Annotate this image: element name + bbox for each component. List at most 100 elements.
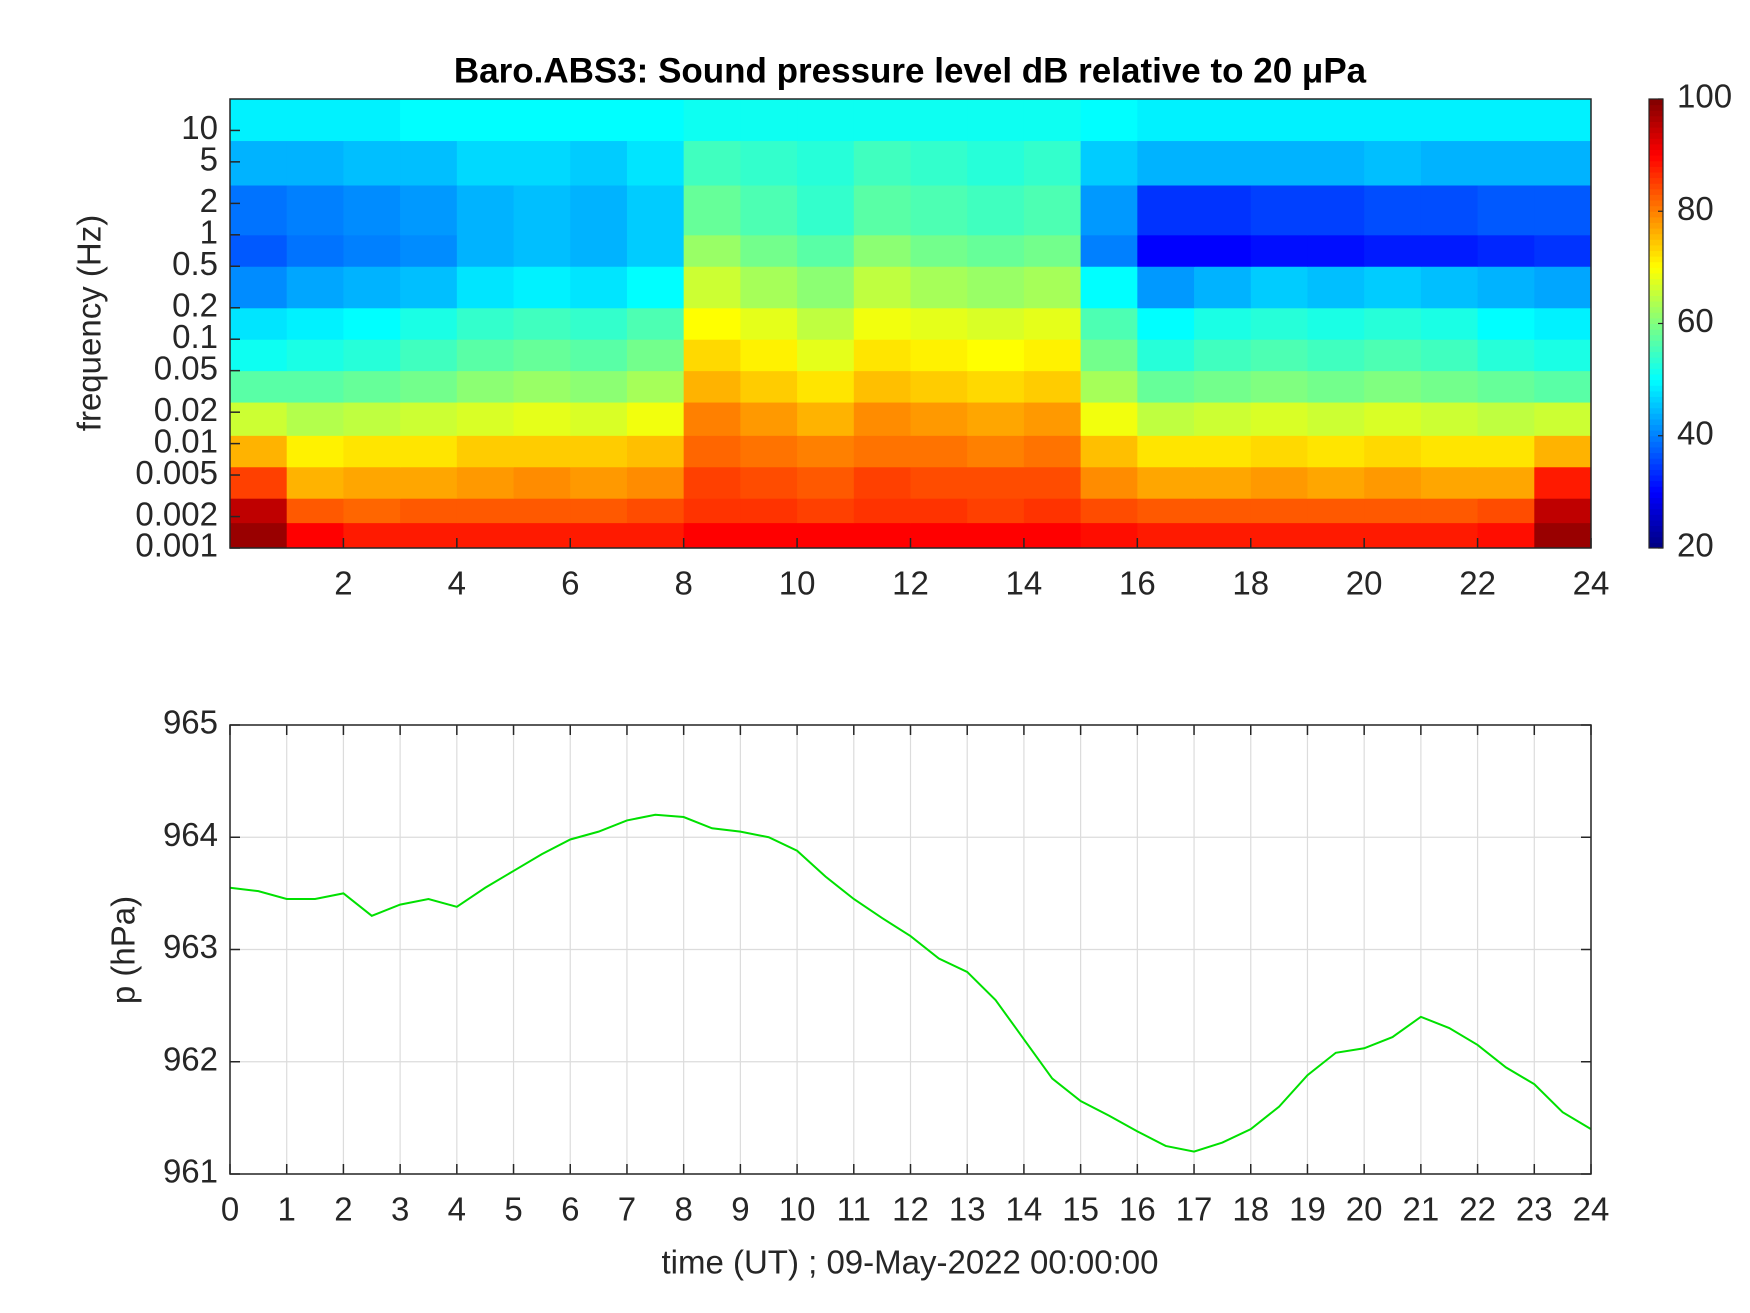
colorbar-segment (1649, 127, 1663, 134)
heat-cell (683, 522, 741, 549)
heat-cell (1137, 498, 1195, 524)
heat-cell (910, 522, 968, 549)
heat-cell (1080, 522, 1138, 549)
x-tick-label: 7 (618, 1191, 636, 1228)
heat-cell (1080, 234, 1138, 267)
heat-cell (570, 339, 628, 372)
heat-cell (1023, 522, 1082, 549)
colorbar-segment (1649, 480, 1663, 487)
heat-cell (1250, 140, 1308, 186)
heat-cell (1250, 498, 1308, 524)
heat-cell (343, 435, 401, 468)
y-tick-label: 0.005 (135, 454, 218, 491)
heat-cell (400, 402, 458, 436)
heat-cell (456, 266, 515, 309)
heat-cell (683, 402, 741, 436)
colorbar-segment (1649, 368, 1663, 375)
x-tick-label: 10 (779, 565, 816, 602)
heat-cell (513, 402, 571, 436)
heat-cell (1364, 140, 1422, 186)
heat-cell (967, 498, 1025, 524)
colorbar-segment (1649, 385, 1663, 392)
heat-cell (1023, 234, 1082, 267)
heat-cell (626, 234, 685, 267)
heat-cell (1137, 307, 1195, 340)
colorbar-segment (1649, 402, 1663, 409)
heat-cell (683, 266, 741, 309)
heat-cell (286, 99, 344, 142)
heat-cell (626, 402, 685, 436)
heat-cell (683, 435, 741, 468)
colorbar-segment (1649, 351, 1663, 358)
colorbar-segment (1649, 396, 1663, 403)
heat-cell (1477, 339, 1535, 372)
colorbar-segment (1649, 536, 1663, 543)
heat-cell (740, 234, 798, 267)
heat-cell (853, 185, 911, 236)
heat-cell (1250, 99, 1308, 142)
heat-cell (626, 266, 685, 309)
heat-cell (1080, 402, 1138, 436)
heat-cell (400, 140, 458, 186)
heat-cell (797, 99, 855, 142)
heat-cell (1307, 522, 1365, 549)
heat-cell (1137, 370, 1195, 403)
heat-cell (1194, 522, 1252, 549)
heat-cell (967, 140, 1025, 186)
heat-cell (1080, 266, 1138, 309)
heat-cell (343, 522, 401, 549)
heat-cell (626, 370, 685, 403)
heat-cell (1250, 435, 1308, 468)
heat-cell (967, 466, 1025, 499)
heat-cell (513, 370, 571, 403)
heat-cell (570, 402, 628, 436)
heat-cell (740, 339, 798, 372)
colorbar-tick-label: 20 (1677, 527, 1714, 564)
heat-cell (797, 140, 855, 186)
x-tick-label: 16 (1119, 565, 1156, 602)
y-tick-label: 1 (200, 214, 218, 251)
heat-cell (967, 522, 1025, 549)
heat-cell (570, 234, 628, 267)
heat-cell (570, 266, 628, 309)
heat-cell (343, 185, 401, 236)
heat-cell (513, 140, 571, 186)
heat-cell (1250, 234, 1308, 267)
heat-cell (1477, 307, 1535, 340)
colorbar-segment (1649, 475, 1663, 482)
heat-cell (400, 370, 458, 403)
heat-cell (456, 402, 515, 436)
heat-cell (570, 522, 628, 549)
heat-cell (286, 370, 344, 403)
x-tick-label: 18 (1232, 565, 1269, 602)
heat-cell (1477, 522, 1535, 549)
y-tick-label: 0.01 (154, 422, 218, 459)
heat-cell (740, 185, 798, 236)
colorbar-segment (1649, 458, 1663, 465)
heat-cell (1477, 99, 1535, 142)
x-axis-label: time (UT) ; 09-May-2022 00:00:00 (661, 1244, 1158, 1281)
heat-cell (853, 234, 911, 267)
y-tick-label: 0.001 (135, 527, 218, 564)
x-tick-label: 20 (1346, 565, 1383, 602)
heat-cell (230, 140, 288, 186)
heat-cell (910, 370, 968, 403)
heat-cell (1420, 234, 1479, 267)
heat-cell (1137, 234, 1195, 267)
heat-cell (683, 234, 741, 267)
heat-cell (1420, 307, 1479, 340)
colorbar-segment (1649, 424, 1663, 431)
colorbar-segment (1649, 177, 1663, 184)
heat-cell (1250, 307, 1308, 340)
heat-cell (967, 339, 1025, 372)
colorbar-segment (1649, 289, 1663, 296)
heat-cell (853, 307, 911, 340)
heat-cell (1307, 498, 1365, 524)
heat-cell (1477, 466, 1535, 499)
heat-cell (626, 435, 685, 468)
heat-cell (853, 99, 911, 142)
colorbar-segment (1649, 261, 1663, 268)
heat-cell (230, 402, 288, 436)
heat-cell (1364, 466, 1422, 499)
